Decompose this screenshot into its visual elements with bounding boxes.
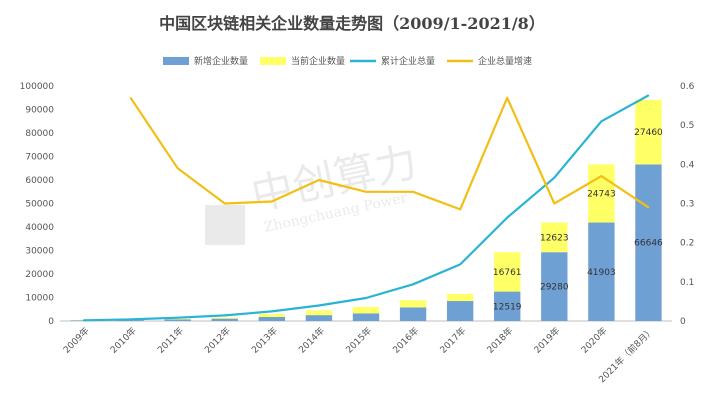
x-tick-label: 2019年 bbox=[531, 325, 562, 356]
y-left-tick-label: 60000 bbox=[25, 176, 54, 186]
bar-current bbox=[494, 252, 521, 292]
point-cumulative bbox=[459, 263, 461, 266]
point-cumulative bbox=[647, 94, 650, 97]
bar-new bbox=[588, 222, 615, 321]
point-cumulative bbox=[223, 314, 226, 317]
point-cumulative bbox=[82, 319, 85, 322]
point-cumulative bbox=[271, 310, 273, 313]
legend-label-new: 新增企业数量 bbox=[194, 55, 248, 67]
bar-new bbox=[446, 301, 474, 321]
bar-new bbox=[399, 307, 427, 321]
legend-label-cumulative: 累计企业总量 bbox=[381, 55, 435, 67]
point-growth bbox=[412, 190, 414, 193]
bar-new bbox=[494, 291, 521, 321]
bar-data-label: 27460 bbox=[634, 128, 663, 138]
y-right-tick-label: 0.5 bbox=[680, 121, 694, 131]
bar-new bbox=[117, 320, 144, 321]
bar-current bbox=[211, 317, 238, 319]
y-left-tick-label: 20000 bbox=[25, 270, 54, 280]
point-cumulative bbox=[553, 176, 556, 179]
y-left-tick-label: 90000 bbox=[25, 106, 54, 116]
x-tick-label: 2013年 bbox=[249, 325, 280, 356]
y-left-tick-label: 70000 bbox=[25, 153, 54, 163]
line-growth bbox=[129, 96, 650, 211]
bar-current bbox=[258, 313, 286, 318]
y-left-tick-label: 100000 bbox=[20, 82, 55, 92]
bar-new bbox=[541, 252, 568, 321]
x-tick-label: 2018年 bbox=[484, 325, 515, 356]
x-tick-label: 2010年 bbox=[108, 325, 139, 356]
bar-current bbox=[541, 222, 568, 253]
bar-current bbox=[305, 310, 333, 316]
point-cumulative bbox=[412, 283, 414, 286]
legend-label-growth: 企业总量增速 bbox=[478, 55, 532, 67]
point-cumulative bbox=[129, 318, 132, 321]
bar-current bbox=[164, 318, 191, 320]
point-growth bbox=[506, 96, 509, 99]
point-growth bbox=[223, 202, 226, 205]
y-right-tick-label: 0.6 bbox=[680, 82, 695, 92]
y-right-tick-label: 0.2 bbox=[680, 239, 694, 249]
y-right-tick-label: 0.4 bbox=[680, 160, 695, 170]
point-growth bbox=[553, 202, 556, 205]
x-tick-label: 2017年 bbox=[437, 325, 468, 356]
chart-title: 中国区块链相关企业数量走势图（2009/1-2021/8） bbox=[159, 14, 545, 33]
x-tick-label: 2011年 bbox=[155, 325, 186, 356]
y-right-tick-label: 0.3 bbox=[680, 200, 694, 210]
point-cumulative bbox=[506, 216, 509, 219]
bar-data-label: 12519 bbox=[493, 302, 522, 312]
x-tick-label: 2014年 bbox=[296, 325, 327, 356]
bar-data-label: 16761 bbox=[493, 268, 522, 278]
y-left-tick-label: 10000 bbox=[25, 294, 54, 304]
point-cumulative bbox=[365, 297, 367, 299]
y-left-tick-label: 0 bbox=[48, 317, 54, 327]
bar-new bbox=[211, 318, 238, 321]
bar-new bbox=[305, 315, 333, 321]
x-tick-label: 2016年 bbox=[390, 325, 421, 356]
x-tick-label: 2020年 bbox=[578, 325, 609, 356]
point-cumulative bbox=[318, 304, 320, 307]
y-right-tick-label: 0.1 bbox=[680, 278, 694, 288]
point-growth bbox=[318, 179, 320, 181]
point-growth bbox=[176, 167, 179, 170]
x-tick-label: 2009年 bbox=[61, 325, 92, 356]
bar-new bbox=[164, 319, 191, 321]
bar-new bbox=[258, 317, 286, 321]
point-growth bbox=[459, 208, 461, 211]
y-left-tick-label: 50000 bbox=[25, 200, 54, 210]
bar-new bbox=[635, 164, 662, 321]
bar-current bbox=[635, 99, 662, 165]
legend-swatch-current bbox=[260, 57, 286, 65]
y-right-tick-label: 0 bbox=[680, 317, 686, 327]
point-growth bbox=[129, 96, 132, 99]
y-left-tick-label: 80000 bbox=[25, 129, 54, 139]
point-growth bbox=[647, 206, 650, 209]
y-left-tick-label: 40000 bbox=[25, 223, 54, 233]
bar-current bbox=[399, 300, 427, 308]
bar-current bbox=[352, 306, 380, 314]
legend-label-current: 当前企业数量 bbox=[291, 55, 345, 67]
bar-data-label: 66646 bbox=[634, 239, 663, 249]
bar-current bbox=[588, 164, 615, 223]
point-cumulative bbox=[176, 316, 179, 319]
bar-data-label: 29280 bbox=[540, 283, 569, 293]
watermark-logo-icon bbox=[205, 205, 245, 245]
legend-swatch-new bbox=[163, 57, 189, 65]
point-cumulative bbox=[600, 120, 603, 123]
point-growth bbox=[365, 190, 367, 193]
bar-current bbox=[446, 293, 474, 302]
point-growth bbox=[271, 200, 273, 203]
y-left-tick-label: 30000 bbox=[25, 247, 54, 257]
bar-data-label: 12623 bbox=[540, 233, 569, 243]
x-tick-label: 2012年 bbox=[202, 325, 233, 356]
point-growth bbox=[600, 175, 603, 177]
bar-data-label: 24743 bbox=[587, 189, 616, 199]
bar-new bbox=[352, 313, 380, 321]
bar-data-label: 41903 bbox=[587, 268, 616, 278]
x-tick-label: 2015年 bbox=[343, 325, 374, 356]
